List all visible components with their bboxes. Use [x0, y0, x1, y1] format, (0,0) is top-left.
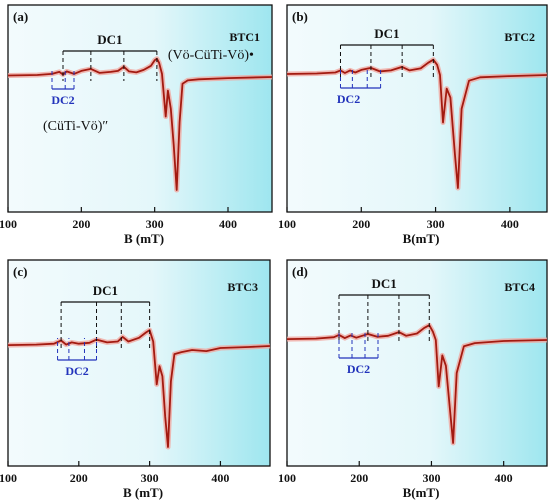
sample-name: BTC3 — [227, 280, 258, 294]
plot-frame — [286, 259, 548, 467]
x-axis-label: B (mT) — [123, 485, 163, 500]
panel-4: 100 200 300 400 B(mT) DC1 DC2 (d) BTC4 — [278, 259, 548, 500]
plot-background — [287, 5, 547, 212]
dc1-label: DC1 — [93, 283, 118, 298]
sample-name: BTC4 — [504, 280, 535, 294]
x-tick-label: 400 — [501, 217, 519, 231]
panel-label: (b) — [292, 9, 308, 24]
sample-name: BTC2 — [504, 30, 535, 44]
spectrum-line — [7, 57, 273, 191]
x-axis-label: B(mT) — [403, 485, 440, 500]
spectrum-line — [7, 329, 271, 448]
defect-complex-upper: (Vö-CüTi-Vö)• — [168, 48, 254, 63]
x-tick-label: 100 — [278, 471, 296, 485]
x-tick-label: 100 — [0, 471, 17, 485]
x-axis-label: B(mT) — [403, 231, 440, 246]
x-tick-label: 200 — [70, 471, 88, 485]
dc1-label: DC1 — [97, 32, 122, 47]
spectrum-line — [286, 58, 548, 189]
x-tick-label: 300 — [427, 217, 445, 231]
x-tick-label: 400 — [495, 471, 513, 485]
x-tick-label: 200 — [352, 217, 370, 231]
plot-background — [287, 260, 547, 466]
sample-name: BTC1 — [229, 30, 260, 44]
panel-label: (d) — [292, 264, 308, 279]
x-tick-label: 200 — [72, 217, 90, 231]
dc2-label: DC2 — [65, 364, 88, 378]
panel-label: (c) — [13, 264, 27, 279]
x-tick-label: 100 — [278, 217, 296, 231]
x-tick-label: 300 — [141, 471, 159, 485]
x-axis-label: B (mT) — [124, 231, 164, 246]
panel-3: 100 200 300 400 B (mT) DC1 DC2 (c) BTC3 — [0, 259, 271, 500]
dc1-label: DC1 — [374, 26, 399, 41]
x-tick-label: 300 — [146, 217, 164, 231]
spectrum-line — [286, 324, 548, 444]
plot-background — [8, 5, 272, 212]
x-tick-label: 400 — [211, 471, 229, 485]
dc2-label: DC2 — [347, 362, 370, 376]
dc1-label: DC1 — [371, 276, 396, 291]
plot-frame — [7, 4, 273, 213]
panel-2: 100 200 300 400 B(mT) DC1 DC2 (b) BTC2 — [278, 4, 548, 246]
plot-background — [8, 260, 270, 466]
plot-frame — [7, 259, 271, 467]
panel-label: (a) — [13, 9, 28, 24]
plot-frame — [286, 4, 548, 213]
dc2-label: DC2 — [337, 92, 360, 106]
x-tick-label: 300 — [422, 471, 440, 485]
defect-complex-lower: (CüTi-Vö)″ — [43, 119, 108, 134]
panel-1: 100 200 300 400 B (mT) DC1 DC2 (a) BTC1 (Vö-CüTi… — [0, 4, 273, 246]
x-tick-label: 400 — [219, 217, 237, 231]
x-tick-label: 100 — [0, 217, 17, 231]
dc2-label: DC2 — [51, 93, 74, 107]
x-tick-label: 200 — [350, 471, 368, 485]
